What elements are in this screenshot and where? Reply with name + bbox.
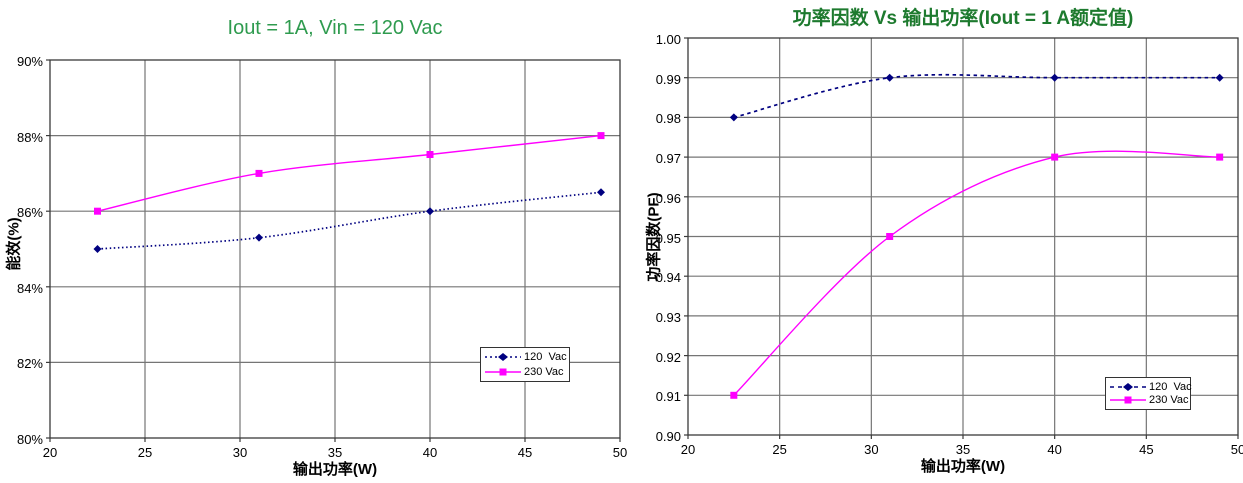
x-tick-label: 35: [327, 445, 343, 460]
x-tick-label: 25: [137, 445, 153, 460]
y-tick-label: 0.93: [655, 309, 681, 325]
y-tick-label: 0.91: [655, 389, 681, 405]
plot-area: [46, 59, 621, 442]
legend-label: 230 Vac: [524, 365, 564, 378]
chart-title: 功率因数 Vs 输出功率(Iout = 1 A额定值): [792, 8, 1134, 29]
dashed-diamond-line-sample: [1110, 382, 1146, 391]
legend: 120 Vac 230 Vac: [480, 347, 570, 382]
y-tick-label: 1.00: [655, 32, 681, 47]
y-tick-label: 0.97: [655, 151, 681, 167]
legend-entry-230vac: 230 Vac: [485, 365, 564, 380]
y-tick-label: 0.92: [655, 349, 681, 365]
solid-square-line-sample: [485, 368, 521, 376]
y-tick-label: 88%: [16, 129, 43, 145]
x-tick-label: 45: [517, 445, 533, 460]
y-axis-title: 能效(%): [5, 217, 23, 271]
x-tick-label: 20: [680, 442, 696, 457]
y-tick-label: 0.96: [655, 190, 681, 206]
x-tick-label: 40: [1047, 442, 1062, 457]
legend-entry-120vac: 120 Vac: [1110, 380, 1192, 394]
y-tick-label: 80%: [16, 432, 43, 447]
y-tick-label: 0.98: [655, 111, 681, 127]
efficiency-chart: Iout = 1A, Vin = 120 Vac 能效(%) 输出功率(W) 1…: [5, 17, 628, 478]
x-tick-label: 35: [955, 442, 971, 457]
y-tick-label: 82%: [16, 356, 43, 372]
chart-title: Iout = 1A, Vin = 120 Vac: [227, 17, 443, 39]
x-tick-label: 50: [1230, 442, 1243, 457]
y-tick-label: 0.90: [655, 429, 681, 444]
legend: 120 Vac 230 Vac: [1105, 377, 1192, 410]
y-tick-label: 0.95: [655, 230, 681, 246]
legend-label: 120 Vac: [1149, 380, 1192, 393]
legend-label: 120 Vac: [524, 351, 567, 364]
dotted-diamond-line-sample: [485, 353, 521, 362]
y-tick-label: 86%: [16, 205, 43, 221]
x-tick-label: 50: [612, 445, 628, 460]
solid-square-line-sample: [1110, 396, 1146, 404]
x-tick-label: 25: [772, 442, 787, 457]
y-tick-label: 0.99: [655, 71, 681, 87]
y-tick-label: 84%: [16, 280, 43, 296]
y-tick-label: 0.94: [655, 270, 681, 286]
legend-entry-230vac: 230 Vac: [1110, 394, 1189, 408]
x-tick-label: 20: [42, 445, 58, 460]
x-tick-label: 30: [864, 442, 879, 457]
legend-label: 230 Vac: [1149, 394, 1189, 407]
y-tick-label: 90%: [16, 54, 43, 69]
x-tick-label: 30: [232, 445, 248, 460]
power-factor-chart: 功率因数 Vs 输出功率(Iout = 1 A额定值) 功率因数(PF) 输出功…: [620, 0, 1243, 483]
legend-entry-120vac: 120 Vac: [485, 350, 567, 365]
x-axis-title: 输出功率(W): [920, 458, 1006, 475]
plot-area: [684, 37, 1239, 439]
x-tick-label: 40: [422, 445, 438, 460]
x-tick-label: 45: [1139, 442, 1154, 457]
x-axis-title: 输出功率(W): [292, 461, 378, 478]
